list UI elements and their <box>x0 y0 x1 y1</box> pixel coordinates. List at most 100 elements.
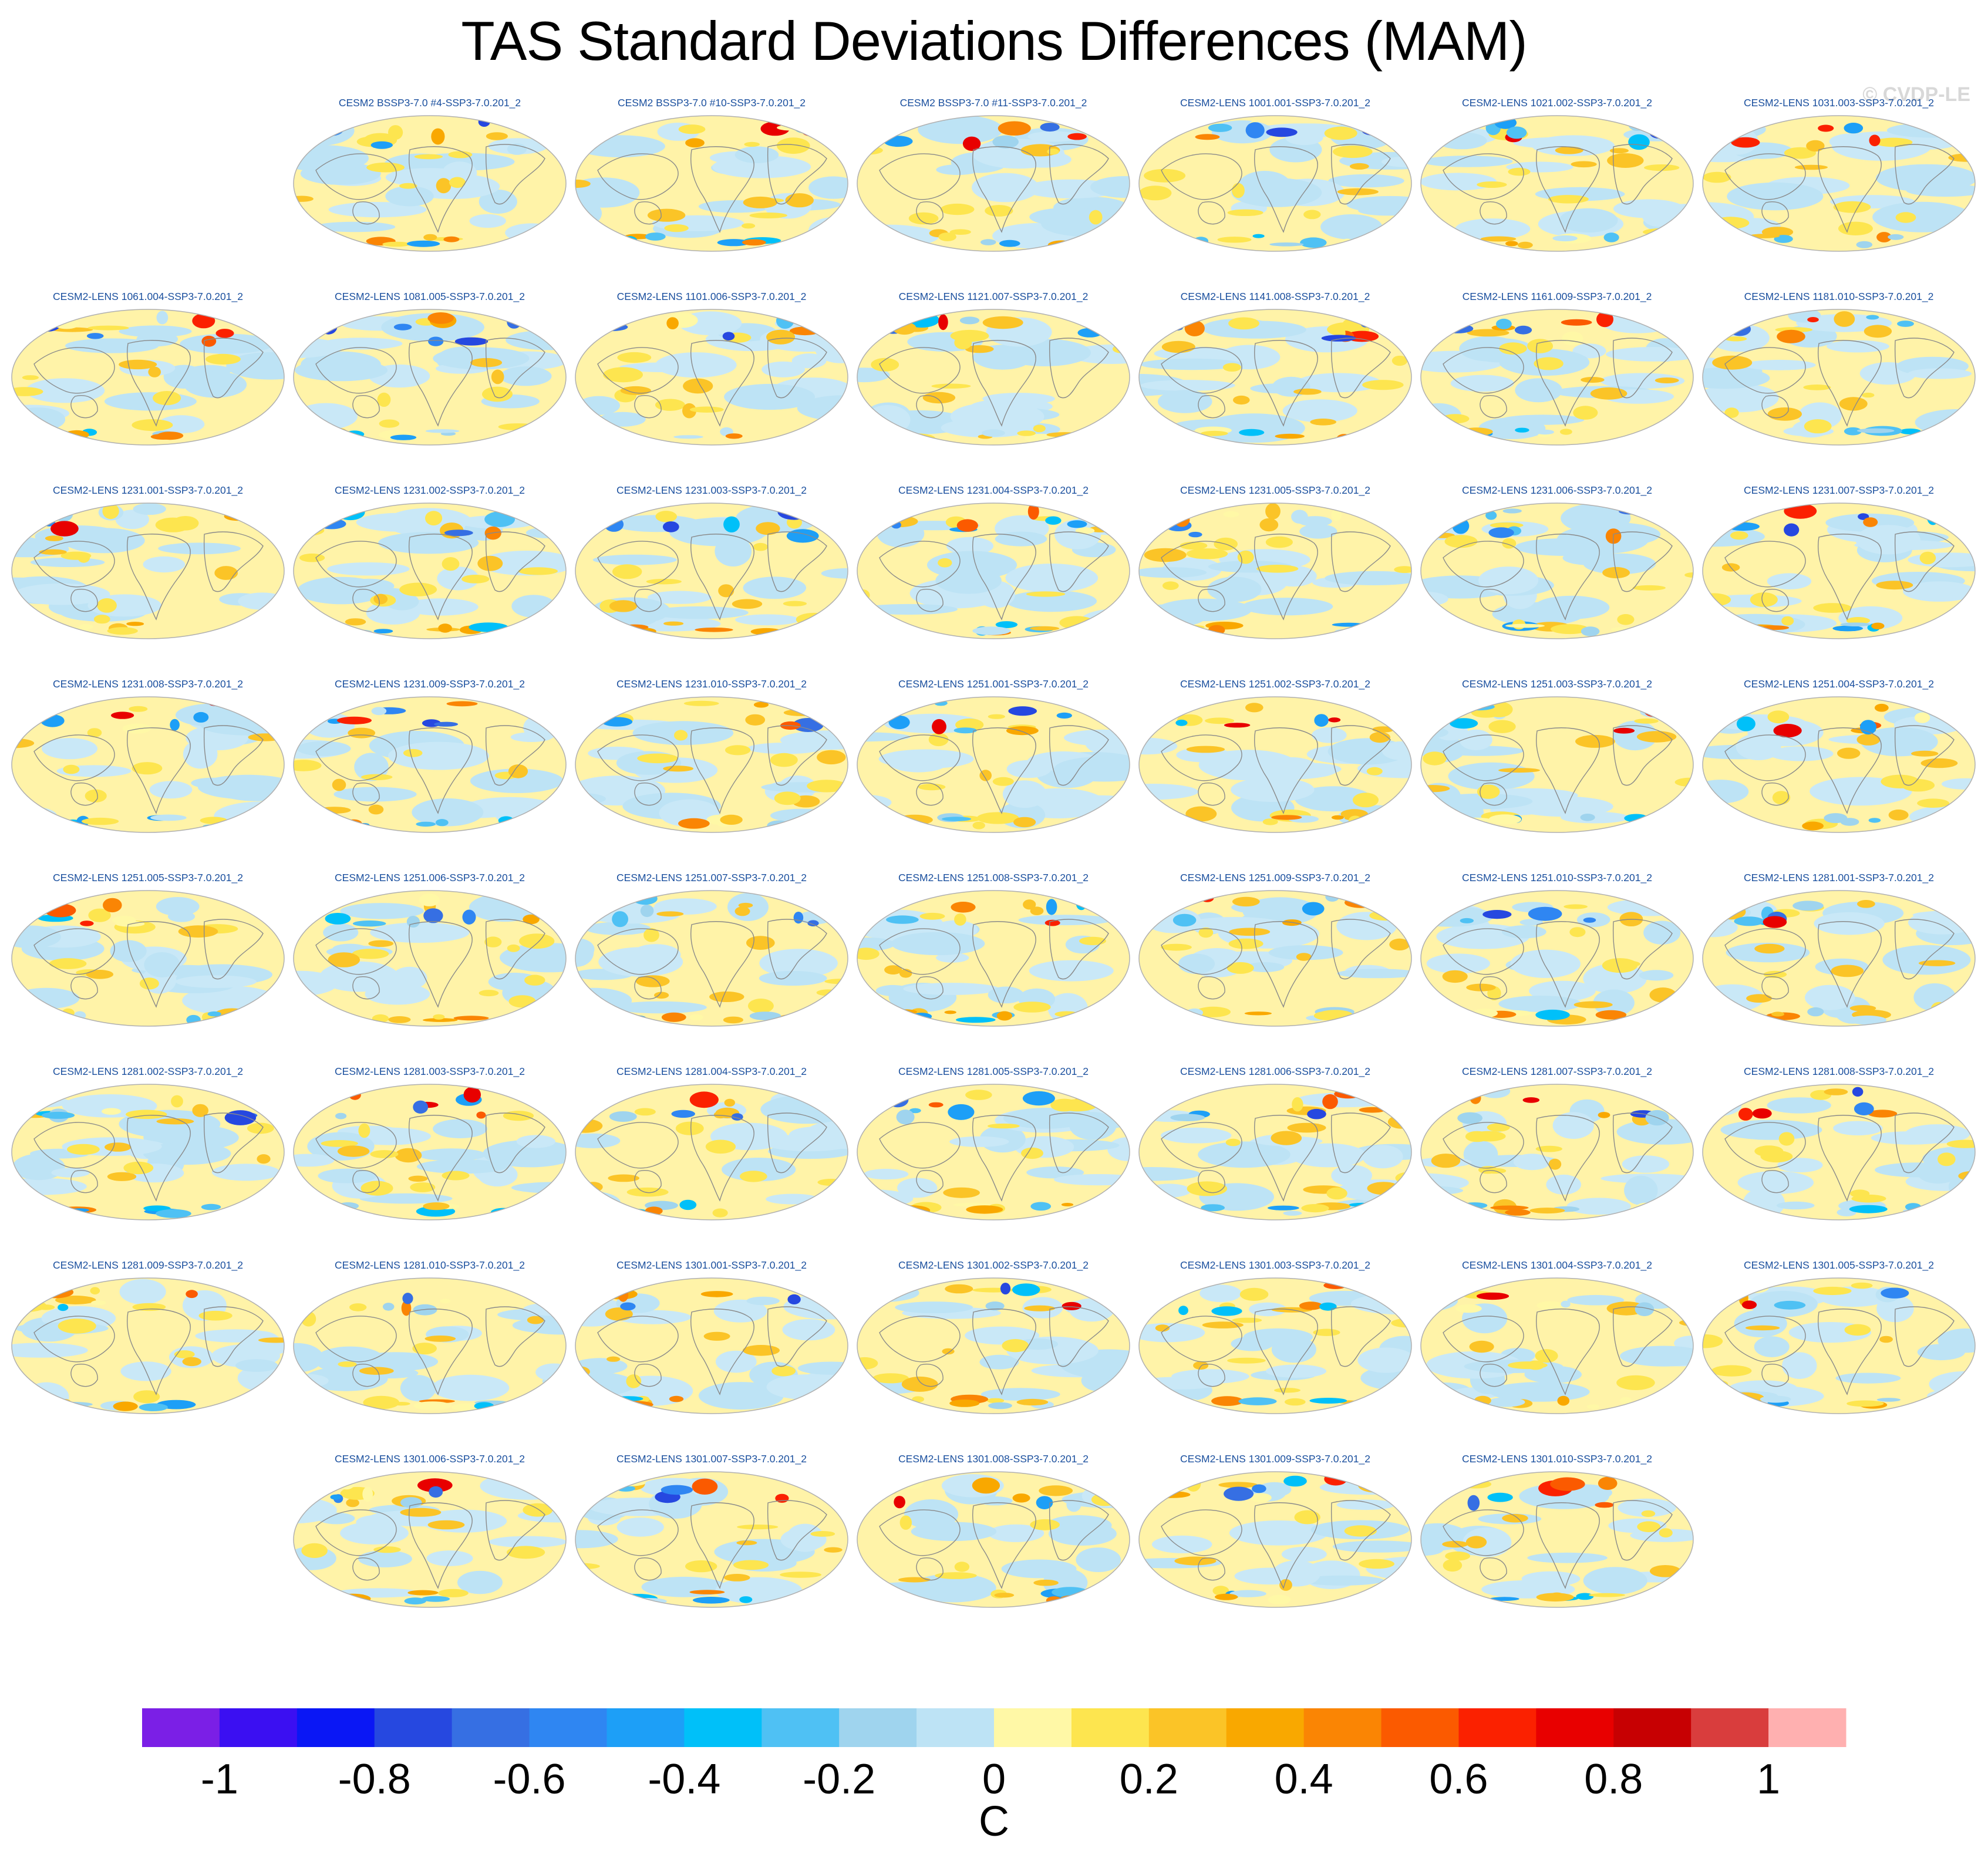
colorbar-tick-label: 0.2 <box>1119 1756 1178 1803</box>
panel-map <box>293 503 567 639</box>
panel-title: CESM2-LENS 1231.007-SSP3-7.0.201_2 <box>1744 484 1934 496</box>
panel-map <box>575 696 848 833</box>
colorbar-box <box>1381 1708 1459 1747</box>
colorbar-tick-label: -0.2 <box>803 1756 876 1803</box>
panel-map <box>293 115 567 252</box>
panel-map <box>857 309 1130 446</box>
panel-title: CESM2-LENS 1251.003-SSP3-7.0.201_2 <box>1462 678 1652 690</box>
panel-title: CESM2-LENS 1301.004-SSP3-7.0.201_2 <box>1462 1259 1652 1271</box>
panel-title: CESM2-LENS 1301.005-SSP3-7.0.201_2 <box>1744 1259 1934 1271</box>
panel-map <box>1702 890 1976 1027</box>
panel-title: CESM2-LENS 1101.006-SSP3-7.0.201_2 <box>616 291 807 302</box>
panel-map <box>1420 696 1694 833</box>
panel-title: CESM2-LENS 1161.009-SSP3-7.0.201_2 <box>1462 291 1652 302</box>
colorbar-box <box>1303 1708 1382 1747</box>
panel-title: CESM2-LENS 1251.006-SSP3-7.0.201_2 <box>335 872 525 884</box>
panel-title: CESM2-LENS 1301.001-SSP3-7.0.201_2 <box>616 1259 807 1271</box>
panel-map <box>11 1084 285 1220</box>
panel-map <box>11 890 285 1027</box>
panel-map <box>1702 503 1976 639</box>
panel-map <box>1138 503 1412 639</box>
colorbar-box <box>684 1708 762 1747</box>
panel-title: CESM2-LENS 1251.009-SSP3-7.0.201_2 <box>1180 872 1370 884</box>
panel-map <box>1138 309 1412 446</box>
colorbar-box <box>916 1708 995 1747</box>
panel-title: CESM2 BSSP3-7.0 #4-SSP3-7.0.201_2 <box>338 97 521 109</box>
panel-title: CESM2-LENS 1301.007-SSP3-7.0.201_2 <box>616 1453 807 1465</box>
panel-map <box>1138 115 1412 252</box>
colorbar-box <box>1458 1708 1537 1747</box>
panel-title: CESM2-LENS 1281.009-SSP3-7.0.201_2 <box>53 1259 243 1271</box>
panel-map <box>857 1084 1130 1220</box>
panel-map <box>1702 115 1976 252</box>
panel-title: CESM2-LENS 1251.002-SSP3-7.0.201_2 <box>1180 678 1370 690</box>
panel-map <box>857 1277 1130 1414</box>
panel-map <box>1138 890 1412 1027</box>
colorbar-box <box>1148 1708 1227 1747</box>
panel-map <box>1420 115 1694 252</box>
panel-title: CESM2-LENS 1231.005-SSP3-7.0.201_2 <box>1180 484 1370 496</box>
panel-title: CESM2-LENS 1281.002-SSP3-7.0.201_2 <box>53 1065 243 1077</box>
panel-map <box>1702 1084 1976 1220</box>
panel-title: CESM2-LENS 1301.008-SSP3-7.0.201_2 <box>898 1453 1089 1465</box>
panel-title: CESM2-LENS 1231.002-SSP3-7.0.201_2 <box>335 484 525 496</box>
colorbar-box <box>1071 1708 1150 1747</box>
panel-map <box>1420 1084 1694 1220</box>
colorbar-box <box>1536 1708 1614 1747</box>
panel-map <box>575 115 848 252</box>
colorbar-tick-label: -0.8 <box>338 1756 411 1803</box>
panel-title: CESM2-LENS 1281.004-SSP3-7.0.201_2 <box>616 1065 807 1077</box>
colorbar-box <box>374 1708 453 1747</box>
panel-title: CESM2-LENS 1231.010-SSP3-7.0.201_2 <box>616 678 807 690</box>
panel-title: CESM2-LENS 1251.001-SSP3-7.0.201_2 <box>898 678 1089 690</box>
colorbar-box <box>296 1708 375 1747</box>
panel-map <box>1138 696 1412 833</box>
panel-title: CESM2-LENS 1231.006-SSP3-7.0.201_2 <box>1462 484 1652 496</box>
panel-map <box>11 1277 285 1414</box>
panel-map <box>11 503 285 639</box>
panel-map <box>293 1471 567 1608</box>
panel-map <box>575 1084 848 1220</box>
panel-map <box>293 1277 567 1414</box>
panel-map <box>11 309 285 446</box>
panel-title: CESM2-LENS 1231.001-SSP3-7.0.201_2 <box>53 484 243 496</box>
panel-title: CESM2-LENS 1001.001-SSP3-7.0.201_2 <box>1180 97 1370 109</box>
panel-title: CESM2-LENS 1301.010-SSP3-7.0.201_2 <box>1462 1453 1652 1465</box>
panel-map <box>1138 1084 1412 1220</box>
panel-title: CESM2-LENS 1061.004-SSP3-7.0.201_2 <box>53 291 243 302</box>
panel-title: CESM2-LENS 1301.006-SSP3-7.0.201_2 <box>335 1453 525 1465</box>
colorbar-box <box>1226 1708 1305 1747</box>
panel-title: CESM2-LENS 1281.003-SSP3-7.0.201_2 <box>335 1065 525 1077</box>
panel-map <box>857 890 1130 1027</box>
panel-title: CESM2-LENS 1251.004-SSP3-7.0.201_2 <box>1744 678 1934 690</box>
panel-map <box>1702 1277 1976 1414</box>
panel-map <box>1138 1277 1412 1414</box>
colorbar-box <box>451 1708 530 1747</box>
panel-title: CESM2-LENS 1301.009-SSP3-7.0.201_2 <box>1180 1453 1370 1465</box>
panel-map <box>293 890 567 1027</box>
colorbar-box <box>529 1708 607 1747</box>
panel-map <box>1702 309 1976 446</box>
colorbar-box <box>761 1708 840 1747</box>
colorbar-tick-label: 0 <box>982 1756 1006 1803</box>
panel-map <box>293 1084 567 1220</box>
panel-map <box>11 696 285 833</box>
panel-title: CESM2-LENS 1301.002-SSP3-7.0.201_2 <box>898 1259 1089 1271</box>
panel-map <box>575 309 848 446</box>
panel-title: CESM2-LENS 1031.003-SSP3-7.0.201_2 <box>1744 97 1934 109</box>
panel-title: CESM2-LENS 1231.004-SSP3-7.0.201_2 <box>898 484 1089 496</box>
panel-title: CESM2-LENS 1231.009-SSP3-7.0.201_2 <box>335 678 525 690</box>
chart-title: TAS Standard Deviations Differences (MAM… <box>461 10 1527 72</box>
panel-title: CESM2-LENS 1281.001-SSP3-7.0.201_2 <box>1744 872 1934 884</box>
panel-map <box>857 696 1130 833</box>
panel-map <box>575 503 848 639</box>
map-panel-grid: CESM2 BSSP3-7.0 #4-SSP3-7.0.201_2 CESM2 B… <box>11 97 1976 1608</box>
panel-map <box>857 503 1130 639</box>
panel-title: CESM2-LENS 1281.008-SSP3-7.0.201_2 <box>1744 1065 1934 1077</box>
panel-title: CESM2-LENS 1081.005-SSP3-7.0.201_2 <box>335 291 525 302</box>
colorbar-box <box>839 1708 917 1747</box>
panel-title: CESM2-LENS 1231.003-SSP3-7.0.201_2 <box>616 484 807 496</box>
colorbar-box <box>142 1708 220 1747</box>
panel-map <box>575 1471 848 1608</box>
colorbar-box <box>219 1708 298 1747</box>
